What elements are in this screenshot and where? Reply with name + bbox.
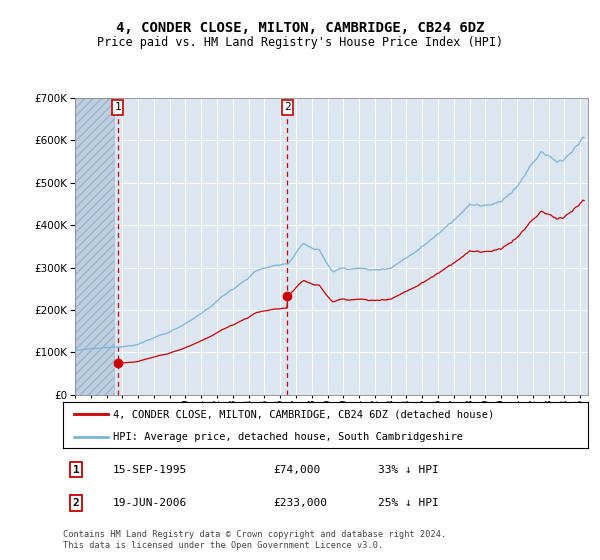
Text: 25% ↓ HPI: 25% ↓ HPI <box>378 498 439 508</box>
Text: Price paid vs. HM Land Registry's House Price Index (HPI): Price paid vs. HM Land Registry's House … <box>97 36 503 49</box>
Text: 4, CONDER CLOSE, MILTON, CAMBRIDGE, CB24 6DZ: 4, CONDER CLOSE, MILTON, CAMBRIDGE, CB24… <box>116 21 484 35</box>
Text: 33% ↓ HPI: 33% ↓ HPI <box>378 465 439 475</box>
Text: Contains HM Land Registry data © Crown copyright and database right 2024.
This d: Contains HM Land Registry data © Crown c… <box>63 530 446 550</box>
Text: HPI: Average price, detached house, South Cambridgeshire: HPI: Average price, detached house, Sout… <box>113 432 463 441</box>
Text: 2: 2 <box>73 498 79 508</box>
Text: £233,000: £233,000 <box>273 498 327 508</box>
Text: 15-SEP-1995: 15-SEP-1995 <box>113 465 187 475</box>
Text: 1: 1 <box>115 102 121 113</box>
Text: 19-JUN-2006: 19-JUN-2006 <box>113 498 187 508</box>
Text: £74,000: £74,000 <box>273 465 320 475</box>
Text: 4, CONDER CLOSE, MILTON, CAMBRIDGE, CB24 6DZ (detached house): 4, CONDER CLOSE, MILTON, CAMBRIDGE, CB24… <box>113 409 494 419</box>
Text: 1: 1 <box>73 465 79 475</box>
Bar <box>75 98 115 395</box>
Text: 2: 2 <box>284 102 291 113</box>
